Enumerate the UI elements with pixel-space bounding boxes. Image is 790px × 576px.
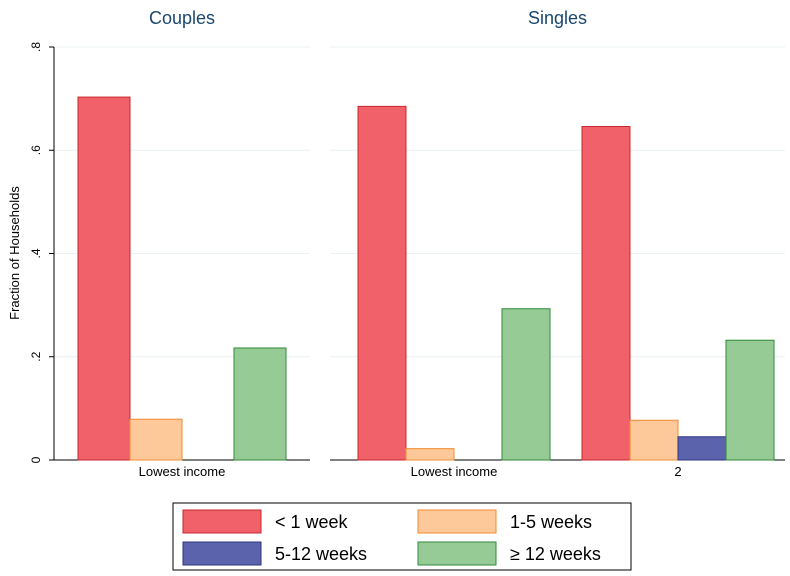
y-tick-label: .6 (29, 145, 43, 155)
panel-title: Couples (149, 8, 215, 28)
gridlines (54, 46, 785, 358)
bar (233, 347, 287, 461)
bar (405, 448, 455, 461)
legend-label: ≥ 12 weeks (510, 544, 601, 564)
bar (677, 436, 727, 461)
category-label: Lowest income (411, 464, 498, 479)
bar (501, 308, 551, 461)
labels: 0 .2 .4 .6 .8 Fraction of Households Couples Lo… (7, 8, 682, 479)
y-tick-label: .8 (29, 42, 43, 52)
y-tick-label: 0 (29, 456, 43, 463)
legend-label: 5-12 weeks (275, 544, 367, 564)
bar (129, 418, 183, 461)
legend-swatch (182, 509, 262, 534)
y-axis-title: Fraction of Households (7, 186, 22, 320)
y-tick-label: .2 (29, 351, 43, 361)
bar (581, 126, 631, 461)
legend-swatch (417, 541, 497, 566)
bar (77, 96, 131, 461)
y-tick-label: .4 (29, 248, 43, 258)
legend-label: < 1 week (275, 512, 349, 532)
bars (77, 96, 775, 461)
category-label: Lowest income (139, 464, 226, 479)
category-label: 2 (674, 464, 681, 479)
bar (357, 105, 407, 461)
panel-title: Singles (528, 8, 587, 28)
legend-swatch (182, 541, 262, 566)
bar (725, 339, 775, 461)
legend: < 1 week 1-5 weeks 5-12 weeks ≥ 12 weeks (172, 502, 632, 571)
legend-label: 1-5 weeks (510, 512, 592, 532)
bar (629, 419, 679, 461)
legend-swatch (417, 509, 497, 534)
